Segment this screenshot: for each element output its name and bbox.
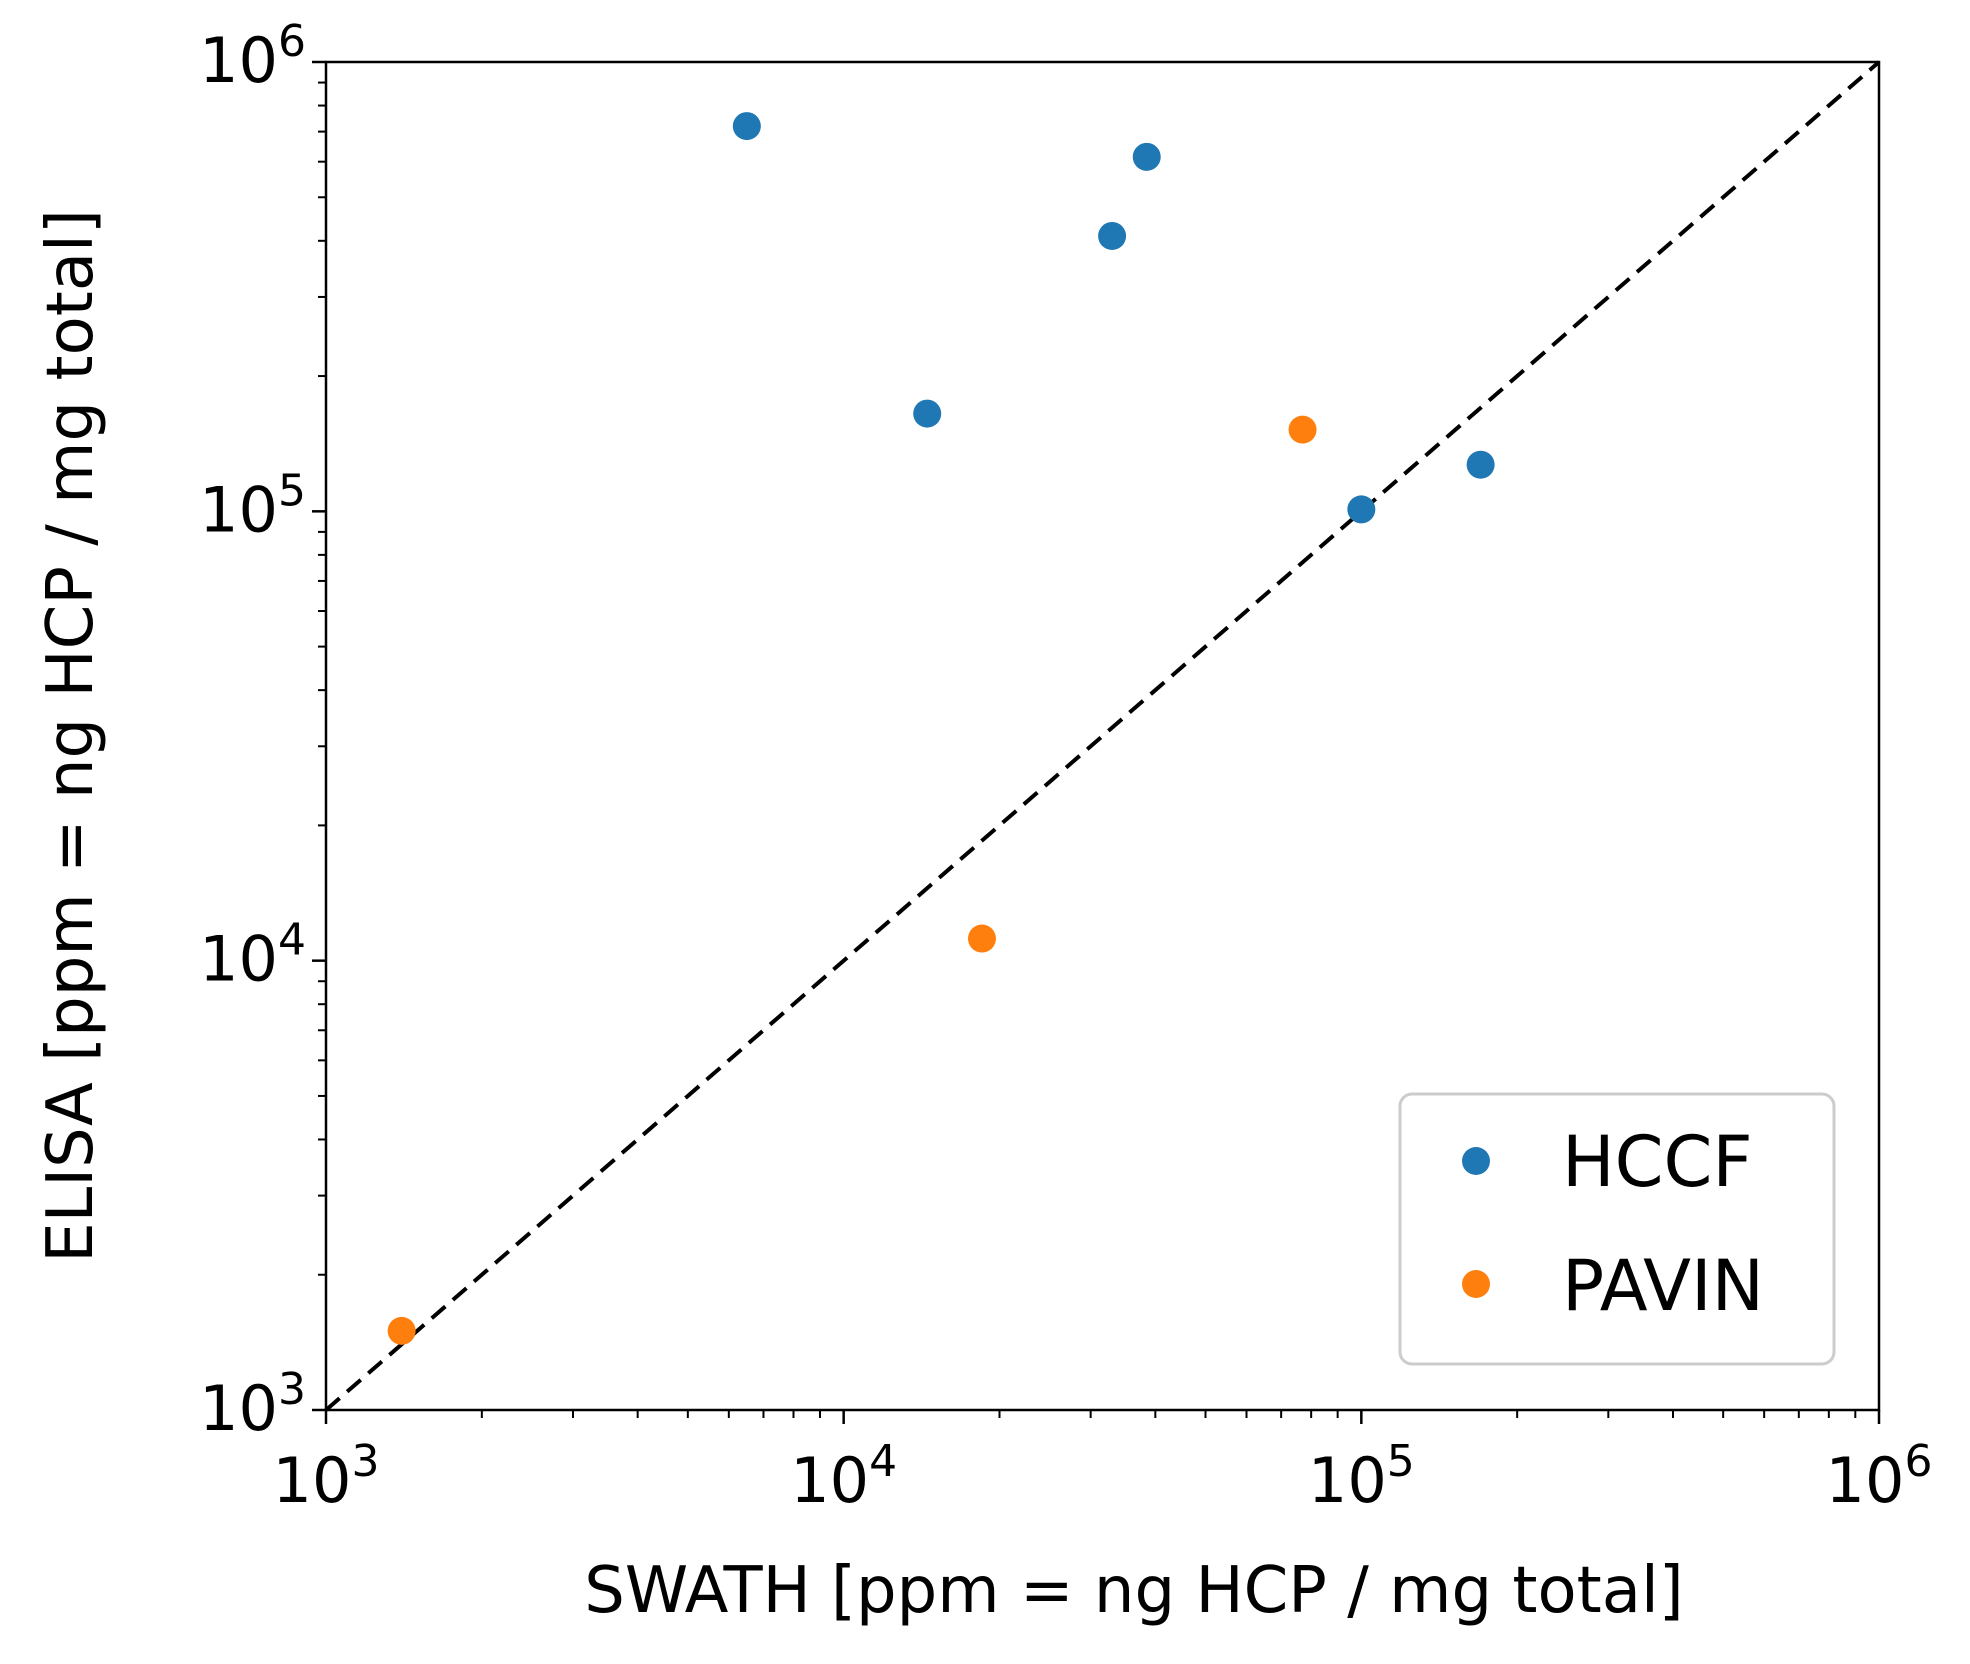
identity-reference-line xyxy=(324,60,1881,1412)
point-pavin xyxy=(967,924,996,953)
major-ticks xyxy=(312,60,1881,1424)
point-hccf xyxy=(1347,495,1376,524)
x-tick-label: 105 xyxy=(1308,1436,1415,1517)
legend-label-pavin: PAVIN xyxy=(1562,1245,1764,1327)
x-axis-title: SWATH [ppm = ng HCP / mg total] xyxy=(584,1554,1683,1628)
point-hccf xyxy=(1466,450,1495,479)
x-tick-labels: 103 104 105 106 xyxy=(273,1436,1933,1517)
y-axis-title: ELISA [ppm = ng HCP / mg total] xyxy=(34,209,108,1263)
y-tick-label: 103 xyxy=(199,1364,306,1445)
y-tick-labels: 103 104 105 106 xyxy=(199,16,306,1445)
point-hccf xyxy=(913,399,942,428)
point-pavin xyxy=(387,1316,416,1345)
x-tick-label: 106 xyxy=(1826,1436,1933,1517)
y-tick-label: 105 xyxy=(199,465,306,546)
legend: HCCF PAVIN xyxy=(1398,1092,1836,1366)
point-pavin xyxy=(1288,415,1317,444)
y-tick-label: 104 xyxy=(199,915,306,996)
legend-marker-pavin xyxy=(1462,1270,1490,1298)
minor-ticks xyxy=(318,81,1857,1418)
x-tick-label: 104 xyxy=(790,1436,897,1517)
legend-label-hccf: HCCF xyxy=(1562,1121,1753,1203)
point-hccf xyxy=(1132,142,1161,171)
legend-frame xyxy=(1398,1092,1836,1366)
data-points xyxy=(387,112,1495,1345)
y-tick-label: 106 xyxy=(199,16,306,97)
plot-frame xyxy=(324,60,1881,1412)
point-hccf xyxy=(732,112,761,141)
legend-marker-hccf xyxy=(1462,1147,1490,1175)
point-hccf xyxy=(1098,221,1127,250)
x-tick-label: 103 xyxy=(273,1436,380,1517)
